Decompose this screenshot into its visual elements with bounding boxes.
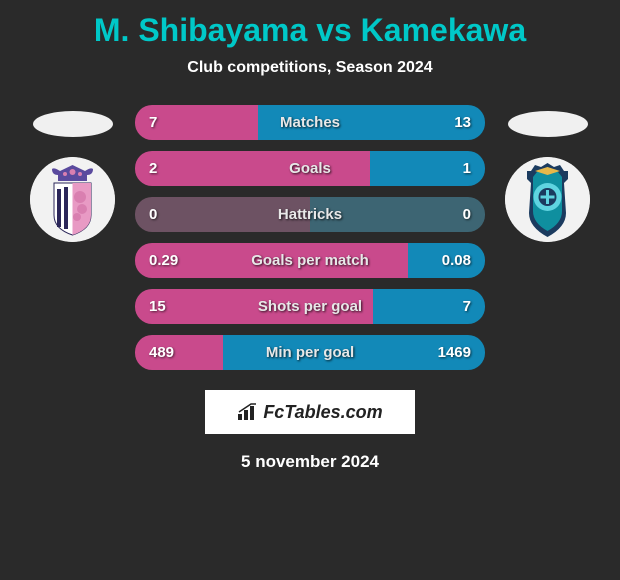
left-crest-icon bbox=[30, 157, 115, 242]
stat-value-left: 2 bbox=[149, 160, 189, 177]
stat-value-right: 1 bbox=[431, 160, 471, 177]
right-player-col bbox=[495, 105, 600, 242]
stat-content: 489 Min per goal 1469 bbox=[135, 335, 485, 370]
stat-row: 2 Goals 1 bbox=[135, 151, 485, 186]
stat-label: Goals bbox=[289, 160, 331, 177]
stat-label: Goals per match bbox=[251, 252, 369, 269]
stat-value-right: 1469 bbox=[431, 344, 471, 361]
stat-row: 0 Hattricks 0 bbox=[135, 197, 485, 232]
stat-value-right: 7 bbox=[431, 298, 471, 315]
stat-value-left: 15 bbox=[149, 298, 189, 315]
stat-value-left: 489 bbox=[149, 344, 189, 361]
stat-value-left: 0 bbox=[149, 206, 189, 223]
chart-icon bbox=[237, 403, 259, 421]
left-flag-icon bbox=[33, 111, 113, 137]
stat-row: 15 Shots per goal 7 bbox=[135, 289, 485, 324]
stat-label: Matches bbox=[280, 114, 340, 131]
stat-label: Hattricks bbox=[278, 206, 342, 223]
stat-content: 0 Hattricks 0 bbox=[135, 197, 485, 232]
stat-label: Shots per goal bbox=[258, 298, 362, 315]
main-row: 7 Matches 13 2 Goals 1 0 Hattricks 0 0.29 Goals pe… bbox=[0, 105, 620, 370]
branding-text: FcTables.com bbox=[263, 402, 382, 423]
right-flag-icon bbox=[508, 111, 588, 137]
stat-value-right: 0.08 bbox=[431, 252, 471, 269]
page-title: M. Shibayama vs Kamekawa bbox=[0, 12, 620, 49]
comparison-card: M. Shibayama vs Kamekawa Club competitio… bbox=[0, 0, 620, 472]
stat-row: 7 Matches 13 bbox=[135, 105, 485, 140]
stat-value-left: 0.29 bbox=[149, 252, 189, 269]
date-text: 5 november 2024 bbox=[0, 452, 620, 472]
stat-content: 7 Matches 13 bbox=[135, 105, 485, 140]
stat-content: 2 Goals 1 bbox=[135, 151, 485, 186]
left-player-col bbox=[20, 105, 125, 242]
stat-row: 0.29 Goals per match 0.08 bbox=[135, 243, 485, 278]
stat-value-right: 0 bbox=[431, 206, 471, 223]
stats-column: 7 Matches 13 2 Goals 1 0 Hattricks 0 0.29 Goals pe… bbox=[135, 105, 485, 370]
branding-badge: FcTables.com bbox=[205, 390, 415, 434]
stat-value-left: 7 bbox=[149, 114, 189, 131]
stat-value-right: 13 bbox=[431, 114, 471, 131]
subtitle: Club competitions, Season 2024 bbox=[0, 59, 620, 77]
right-crest-icon bbox=[505, 157, 590, 242]
stat-label: Min per goal bbox=[266, 344, 354, 361]
stat-content: 15 Shots per goal 7 bbox=[135, 289, 485, 324]
stat-row: 489 Min per goal 1469 bbox=[135, 335, 485, 370]
stat-content: 0.29 Goals per match 0.08 bbox=[135, 243, 485, 278]
